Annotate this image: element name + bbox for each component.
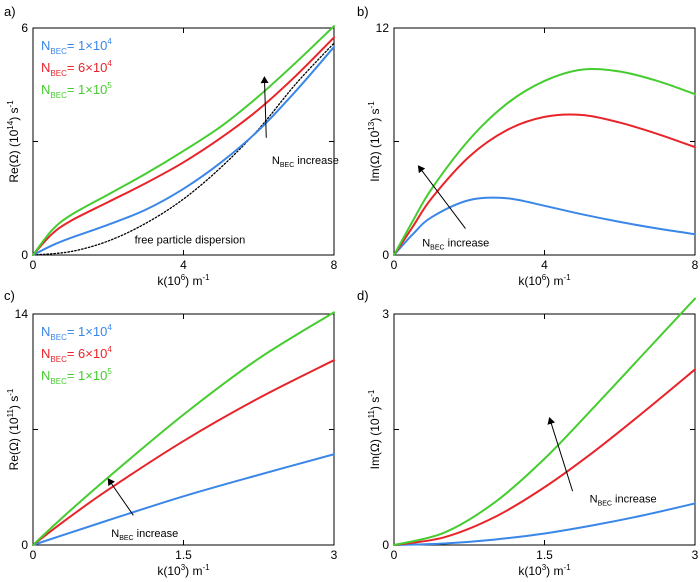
axes-frame-d xyxy=(393,313,696,546)
series-line-d-red xyxy=(393,368,696,546)
series-line-a-green xyxy=(32,25,335,256)
annotation-text-d: NBEC increase xyxy=(590,494,657,508)
x-tick-label-b: 0 xyxy=(391,258,398,272)
legend-entry-c-0: NBEC= 1×104 xyxy=(41,323,112,342)
panel-d: d) 0 1.5 3 0 3 k(103) m-1 Im(Ω) (1011) s-1 NBEC … xyxy=(357,288,699,578)
y-axis-label-a: Re(Ω) (1014) s-1 xyxy=(6,100,21,183)
x-tick-label-b: 4 xyxy=(541,258,548,272)
x-tick-label-c: 0 xyxy=(30,548,37,562)
annotation-text-c: NBEC increase xyxy=(111,528,178,542)
y-tick-label-c: 0 xyxy=(21,538,28,552)
panel-c: c) 0 1.5 3 0 14 k(103) m-1 Re(Ω) (1011) s-1 NBEC… xyxy=(4,288,338,578)
x-axis-label-d: k(103) m-1 xyxy=(518,563,571,578)
annotation-text-a: free particle dispersion xyxy=(135,235,246,247)
y-axis-label-d: Im(Ω) (1011) s-1 xyxy=(367,389,382,469)
series-line-c-red xyxy=(32,359,335,546)
panel-label-d: d) xyxy=(357,288,369,303)
x-tick-label-a: 0 xyxy=(30,258,37,272)
annotation-text-a: NBEC increase xyxy=(272,155,339,169)
series-line-d-blue xyxy=(393,502,696,546)
x-axis-label-b: k(106) m-1 xyxy=(518,273,571,288)
annotation-arrow-b xyxy=(417,165,466,229)
series-line-b-green xyxy=(393,67,696,256)
panel-label-a: a) xyxy=(4,4,16,19)
legend-entry-a-2: NBEC= 1×105 xyxy=(41,81,112,100)
y-tick-label-d: 0 xyxy=(382,538,389,552)
x-tick-label-b: 8 xyxy=(692,258,699,272)
y-tick-label-c: 14 xyxy=(15,307,29,321)
axes-frame-b xyxy=(393,27,696,256)
annotation-text-b: NBEC increase xyxy=(422,237,489,251)
legend-entry-a-0: NBEC= 1×104 xyxy=(41,37,112,56)
y-tick-label-b: 12 xyxy=(376,21,390,35)
annotation-arrow-c xyxy=(107,478,134,516)
x-axis-label-a: k(106) m-1 xyxy=(157,273,210,288)
y-tick-label-a: 6 xyxy=(21,21,28,35)
panel-a: a) 0 4 8 0 6 k(106) m-1 Re(Ω) (1014) s-1 NBEC= 1… xyxy=(4,4,339,288)
x-axis-label-c: k(103) m-1 xyxy=(157,563,210,578)
y-tick-label-b: 0 xyxy=(382,248,389,262)
panel-label-c: c) xyxy=(4,288,15,303)
legend-entry-c-2: NBEC= 1×105 xyxy=(41,367,112,386)
annotation-arrow-d xyxy=(547,416,574,492)
legend-entry-a-1: NBEC= 6×104 xyxy=(41,59,112,78)
y-tick-label-d: 3 xyxy=(382,307,389,321)
x-tick-label-c: 1.5 xyxy=(175,548,192,562)
x-tick-label-a: 8 xyxy=(331,258,338,272)
x-tick-label-d: 0 xyxy=(391,548,398,562)
series-line-b-red xyxy=(393,113,696,256)
series-line-a-red xyxy=(32,36,335,256)
x-tick-label-d: 1.5 xyxy=(536,548,553,562)
panel-b: b) 0 4 8 0 12 k(106) m-1 Im(Ω) (1013) s-1 NBEC i… xyxy=(357,4,699,288)
series-line-a-black xyxy=(32,42,335,256)
panel-label-b: b) xyxy=(357,4,369,19)
y-tick-label-a: 0 xyxy=(21,248,28,262)
series-line-c-green xyxy=(32,311,335,546)
series-line-a-blue xyxy=(32,45,335,256)
legend-entry-c-1: NBEC= 6×104 xyxy=(41,345,112,364)
x-tick-label-a: 4 xyxy=(180,258,187,272)
annotation-arrow-a xyxy=(260,76,269,138)
x-tick-label-d: 3 xyxy=(692,548,699,562)
series-line-c-blue xyxy=(32,453,335,546)
y-axis-label-b: Im(Ω) (1013) s-1 xyxy=(367,101,382,182)
series-line-b-blue xyxy=(393,196,696,256)
y-axis-label-c: Re(Ω) (1011) s-1 xyxy=(6,388,21,470)
series-line-d-green xyxy=(393,297,696,546)
x-tick-label-c: 3 xyxy=(331,548,338,562)
